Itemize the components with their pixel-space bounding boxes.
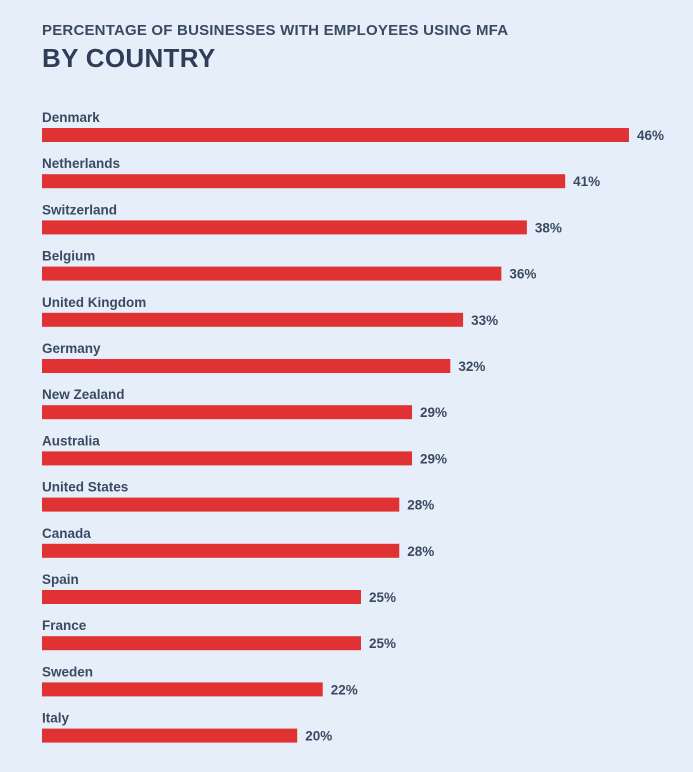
- bar: [42, 405, 413, 420]
- category-label: Netherlands: [42, 156, 120, 171]
- value-label: 20%: [305, 729, 332, 744]
- category-label: Sweden: [42, 664, 93, 679]
- bar: [42, 359, 451, 373]
- category-label: Switzerland: [42, 202, 117, 217]
- value-label: 25%: [369, 590, 396, 605]
- value-label: 29%: [420, 405, 447, 420]
- category-label: Germany: [42, 341, 101, 356]
- bar: [42, 266, 502, 281]
- value-label: 28%: [407, 544, 434, 559]
- category-label: Australia: [42, 433, 100, 448]
- category-label: United Kingdom: [42, 295, 146, 310]
- value-label: 46%: [637, 128, 664, 143]
- bar: [42, 543, 400, 558]
- category-label: Canada: [42, 526, 91, 541]
- bar: [42, 174, 566, 189]
- category-label: Spain: [42, 572, 79, 587]
- chart-title: BY COUNTRY: [42, 43, 216, 73]
- value-label: 36%: [509, 267, 536, 282]
- category-label: Denmark: [42, 110, 100, 125]
- chart-subtitle: PERCENTAGE OF BUSINESSES WITH EMPLOYEES …: [42, 22, 509, 39]
- category-label: Italy: [42, 711, 70, 726]
- value-label: 25%: [369, 636, 396, 651]
- bar: [42, 220, 527, 235]
- title-block: PERCENTAGE OF BUSINESSES WITH EMPLOYEES …: [42, 22, 508, 74]
- value-label: 32%: [458, 359, 485, 374]
- value-label: 29%: [420, 451, 447, 466]
- value-label: 41%: [573, 174, 600, 189]
- bar: [42, 636, 361, 651]
- bar: [42, 128, 629, 142]
- category-label: United States: [42, 480, 128, 495]
- bar: [42, 682, 323, 697]
- bar: [42, 497, 400, 512]
- bar: [42, 728, 298, 743]
- value-label: 28%: [407, 498, 434, 513]
- value-label: 33%: [471, 313, 498, 328]
- category-label: New Zealand: [42, 387, 125, 402]
- bar: [42, 590, 361, 604]
- bar: [42, 312, 464, 327]
- category-label: Belgium: [42, 249, 95, 264]
- value-label: 38%: [535, 220, 562, 235]
- value-label: 22%: [331, 682, 358, 697]
- bar: [42, 451, 413, 466]
- category-label: France: [42, 618, 87, 633]
